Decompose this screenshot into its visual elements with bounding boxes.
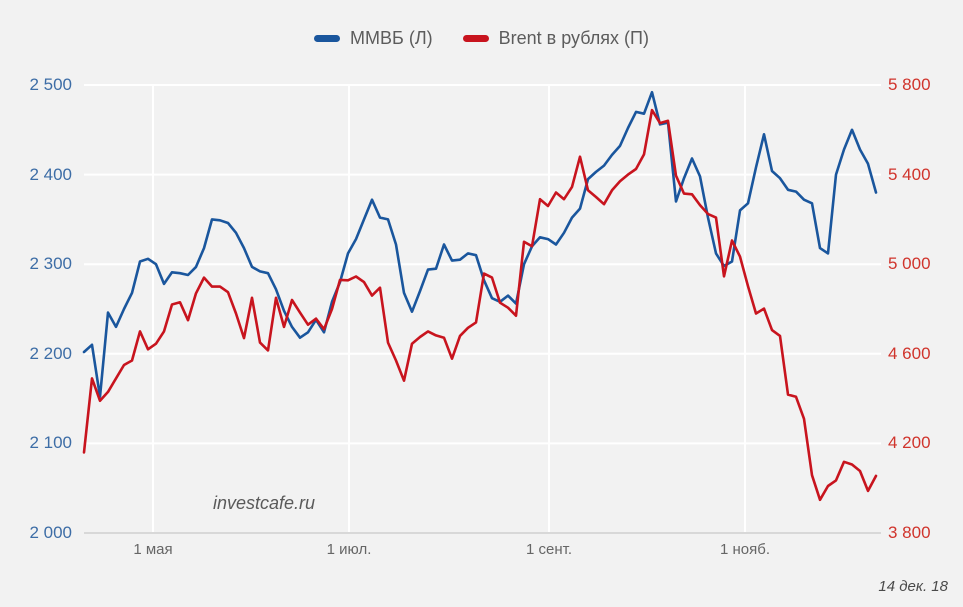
brent-legend-swatch-icon: [462, 35, 489, 42]
legend-item-brent: Brent в рублях (П): [462, 28, 649, 49]
mmvb-line-series: [82, 90, 878, 399]
legend: ММВБ (Л) Brent в рублях (П): [0, 28, 963, 49]
brent-line-series: [82, 108, 878, 502]
x-axis-tick: 1 июл.: [326, 541, 372, 558]
left-axis-tick: 2 100: [29, 433, 72, 453]
left-axis-tick: 2 200: [29, 343, 72, 363]
right-axis-tick: 4 600: [888, 343, 931, 363]
left-axis-tick: 2 300: [29, 254, 72, 274]
date-label: 14 дек. 18: [878, 578, 948, 595]
brent-legend-label: Brent в рублях (П): [498, 28, 649, 48]
x-axis-tick: 1 сент.: [525, 541, 573, 558]
mmvb-legend-swatch-icon: [314, 35, 341, 42]
right-axis-tick: 5 000: [888, 254, 931, 274]
right-axis-tick: 5 800: [888, 75, 931, 94]
left-axis-tick: 2 500: [29, 75, 72, 94]
x-axis-tick: 1 мая: [133, 541, 173, 558]
left-axis-tick: 2 400: [29, 164, 72, 184]
left-axis-tick: 2 000: [29, 523, 72, 542]
x-axis-tick: 1 нояб.: [719, 541, 771, 558]
watermark: investcafe.ru: [213, 493, 316, 513]
right-axis-tick: 5 400: [888, 164, 931, 184]
right-axis-tick: 3 800: [888, 523, 931, 542]
legend-item-mmvb: ММВБ (Л): [314, 28, 433, 49]
right-axis-tick: 4 200: [888, 433, 931, 453]
mmvb-legend-label: ММВБ (Л): [350, 28, 433, 48]
